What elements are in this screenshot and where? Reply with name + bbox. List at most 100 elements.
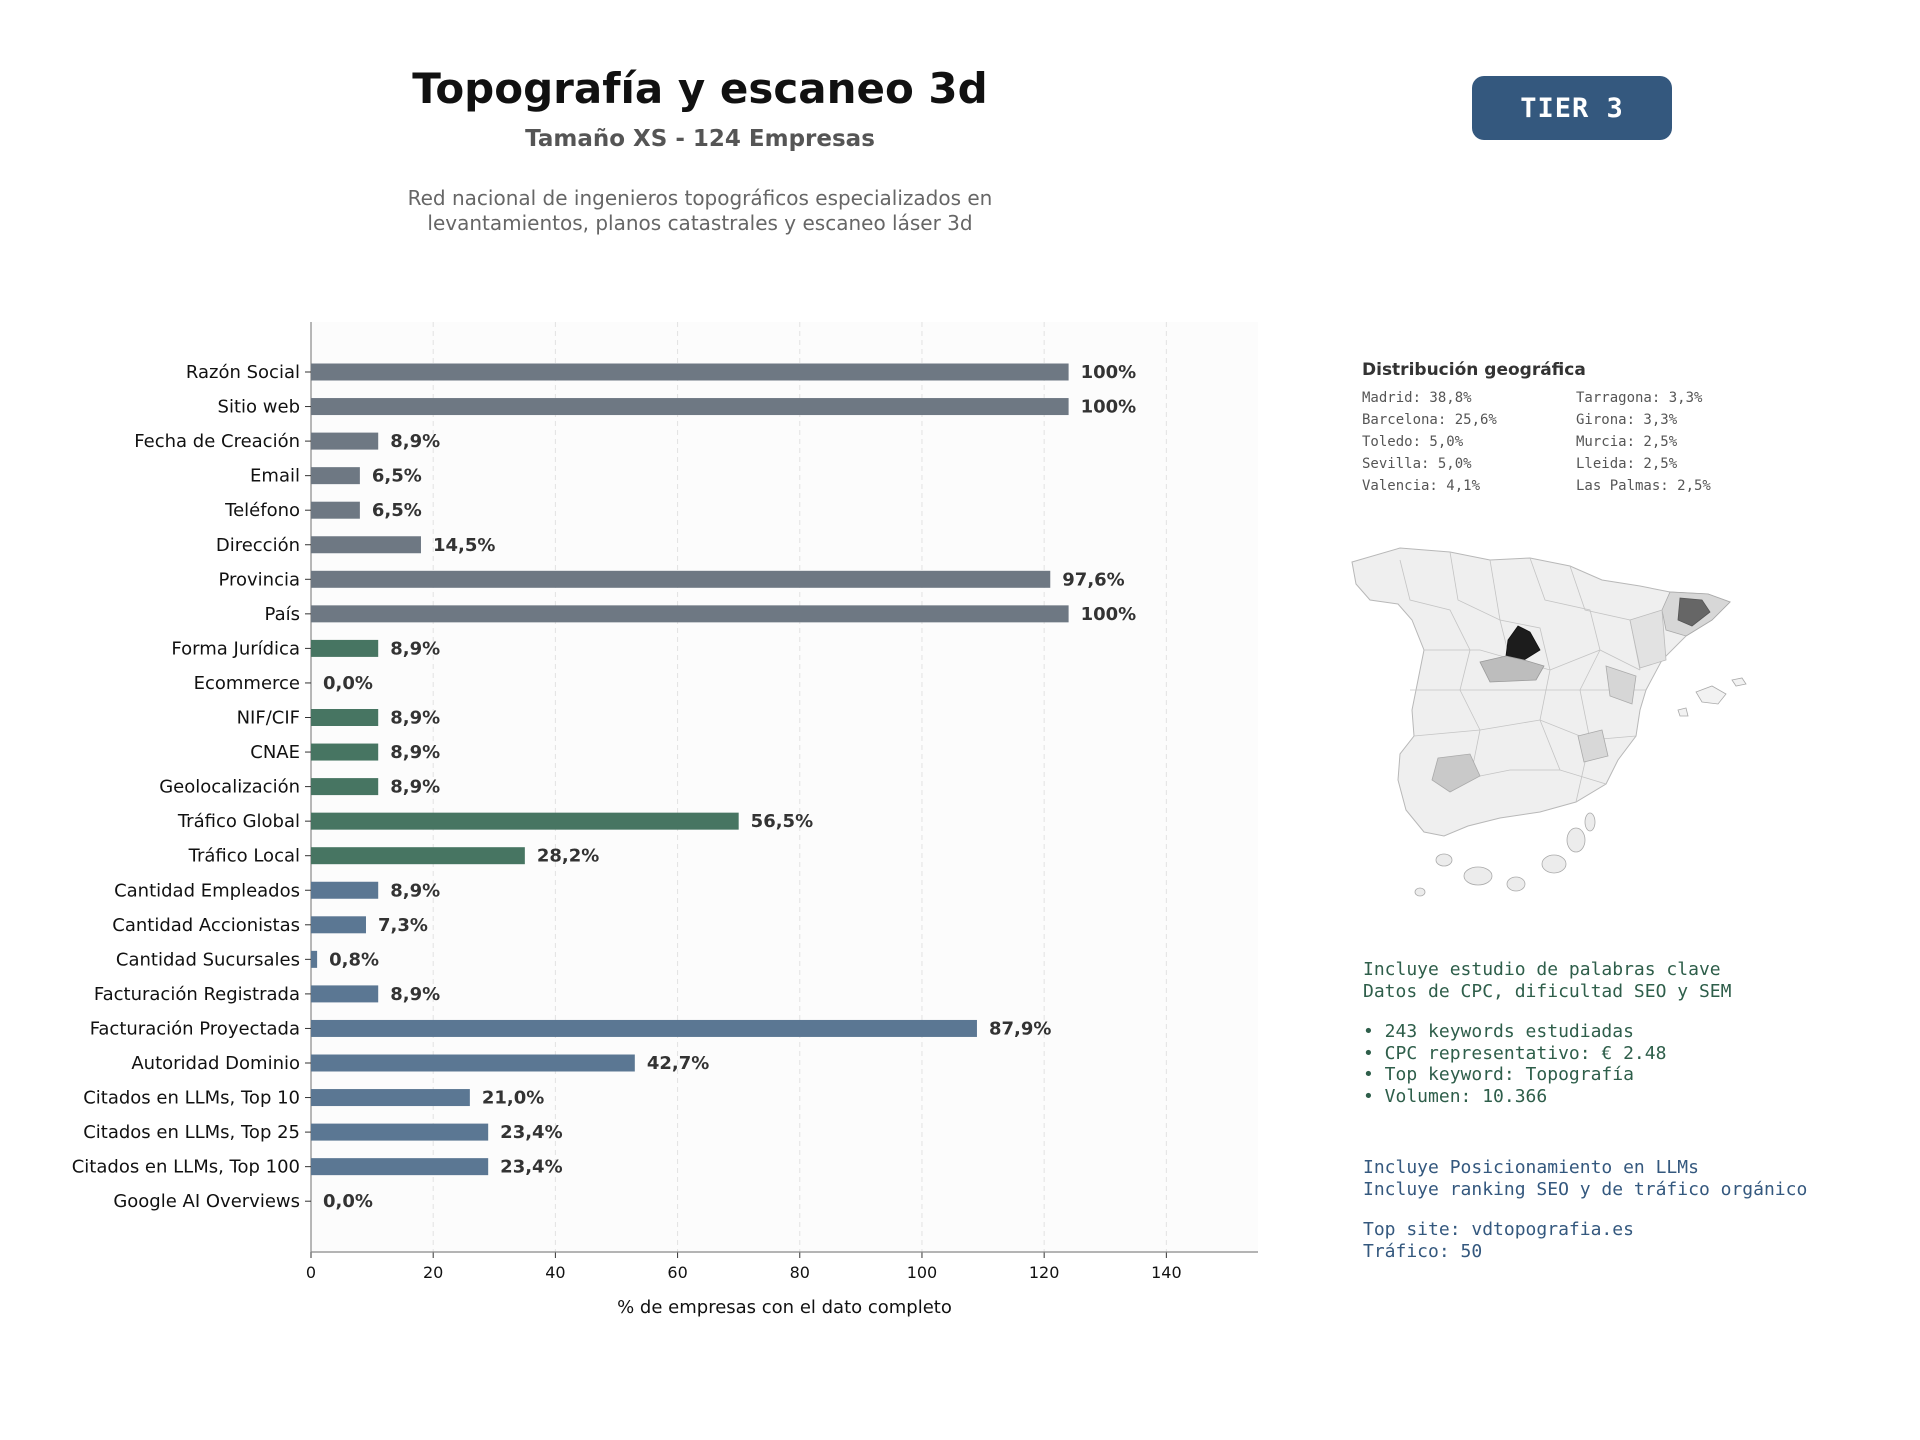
bar [311,1019,977,1037]
category-label: Facturación Registrada [94,984,300,1005]
llm-info-line: Incluye Posicionamiento en LLMs [1363,1157,1699,1178]
llm-info: Incluye Posicionamiento en LLMs Incluye … [1363,1157,1807,1262]
keyword-bullet: • Top keyword: Topografía [1363,1064,1634,1085]
x-tick-label: 100 [907,1263,938,1282]
bar-value-label: 100% [1081,604,1137,625]
geo-entry: Valencia: 4,1% [1362,478,1481,494]
bar-value-label: 100% [1081,362,1137,383]
category-label: País [265,604,300,625]
category-label: Citados en LLMs, Top 25 [83,1122,300,1143]
spain-map [1351,547,1747,897]
x-tick-label: 40 [545,1263,565,1282]
category-label: Dirección [216,535,300,556]
x-tick-label: 60 [667,1263,687,1282]
bar-value-label: 7,3% [378,915,428,936]
bar-value-label: 6,5% [372,500,422,521]
bar [311,1054,635,1072]
bar-value-label: 8,9% [390,708,440,729]
balearic-islands [1677,677,1747,717]
bar-value-label: 0,0% [323,1191,373,1212]
category-label: CNAE [250,742,300,763]
bar-value-label: 42,7% [647,1053,709,1074]
x-tick-label: 140 [1151,1263,1182,1282]
bar [311,743,379,761]
bar [311,536,421,554]
geo-entry: Las Palmas: 2,5% [1576,478,1711,494]
bar-value-label: 14,5% [433,535,495,556]
x-axis-label: % de empresas con el dato completo [617,1297,952,1318]
geo-title: Distribución geográfica [1362,360,1586,380]
x-tick-label: 80 [790,1263,810,1282]
llm-info-line: Incluye ranking SEO y de tráfico orgánic… [1363,1178,1808,1200]
bar [311,778,379,796]
category-label: Sitio web [218,397,300,418]
category-label: Fecha de Creación [134,431,300,452]
region-murcia [1577,729,1609,763]
bar-value-label: 8,9% [390,431,440,452]
category-label: Tráfico Local [188,846,300,867]
bar-value-label: 0,8% [329,949,379,970]
category-label: Autoridad Dominio [131,1053,300,1074]
bar-value-label: 8,9% [390,880,440,901]
keyword-bullet: • CPC representativo: € 2.48 [1363,1042,1667,1064]
geo-entry: Toledo: 5,0% [1362,434,1464,450]
keyword-bullet: • 243 keywords estudiadas [1363,1021,1634,1042]
bar [311,881,379,899]
bar-value-label: 0,0% [323,673,373,694]
plot-area [311,322,1258,1252]
bar [311,709,379,726]
bar [311,501,360,519]
category-label: Razón Social [186,362,300,383]
geo-entry: Murcia: 2,5% [1576,434,1678,450]
x-tick-label: 120 [1029,1263,1060,1282]
bar [311,570,1051,588]
bar-value-label: 56,5% [751,811,813,832]
bar [311,432,379,450]
region-sevilla [1431,753,1481,793]
description: Red nacional de ingenieros topográficos … [350,186,1050,236]
geo-distribution-panel: Distribución geográfica Madrid: 38,8% Ta… [1362,360,1862,494]
category-label: Cantidad Empleados [114,880,300,901]
category-label: Tráfico Global [177,811,300,832]
bar-value-label: 8,9% [390,777,440,798]
bar [311,916,366,934]
category-label: NIF/CIF [237,708,300,729]
bar [311,363,1069,381]
bar-value-label: 87,9% [989,1018,1051,1039]
tier-badge: TIER 3 [1472,76,1672,140]
bar [311,605,1069,623]
bar [311,950,318,968]
geo-entry: Sevilla: 5,0% [1362,456,1472,472]
region-toledo [1479,655,1545,683]
x-tick-label: 0 [306,1263,316,1282]
keyword-info-line: Datos de CPC, dificultad SEO y SEM [1363,980,1732,1002]
bar-value-label: 21,0% [482,1088,544,1109]
geo-entry: Girona: 3,3% [1576,412,1678,428]
region-northeast [1629,609,1667,669]
category-label: Ecommerce [194,673,300,694]
category-label: Forma Jurídica [171,638,300,659]
description-line: Red nacional de ingenieros topográficos … [407,186,993,210]
category-label: Geolocalización [159,777,300,798]
geo-entry: Lleida: 2,5% [1576,456,1678,472]
category-label: Citados en LLMs, Top 100 [72,1157,300,1178]
bar-value-label: 6,5% [372,466,422,487]
top-site: Top site: vdtopografia.es [1363,1219,1634,1240]
top-site-traffic: Tráfico: 50 [1363,1240,1483,1262]
category-label: Provincia [218,569,300,590]
category-label: Google AI Overviews [113,1191,300,1212]
geo-list: Madrid: 38,8% Tarragona: 3,3% Barcelona:… [1362,390,1862,494]
bar-value-label: 100% [1081,397,1137,418]
geo-entry: Madrid: 38,8% [1362,390,1472,406]
category-label: Citados en LLMs, Top 10 [83,1088,300,1109]
bar [311,1089,470,1107]
bar [311,1123,489,1141]
bar [311,467,360,485]
category-label: Cantidad Accionistas [112,915,300,936]
x-tick-label: 20 [423,1263,443,1282]
bar-value-label: 8,9% [390,984,440,1005]
geo-entry: Barcelona: 25,6% [1362,412,1497,428]
keyword-info-line: Incluye estudio de palabras clave [1363,959,1721,980]
category-label: Facturación Proyectada [90,1018,300,1039]
chart-title: Topografía y escaneo 3d [412,64,988,113]
